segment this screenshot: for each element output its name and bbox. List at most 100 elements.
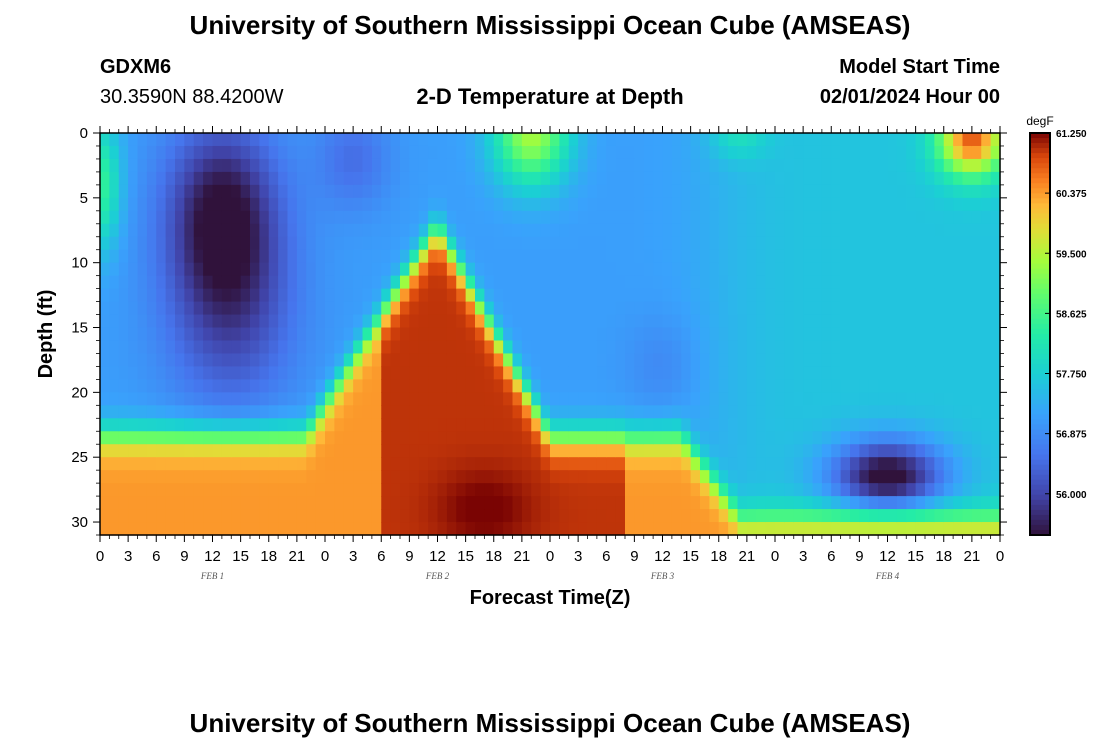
heatmap-cell (550, 379, 560, 393)
heatmap-cell (343, 392, 354, 406)
heatmap-cell (737, 210, 748, 225)
heatmap-cell (128, 496, 139, 510)
heatmap-cell (887, 327, 898, 342)
heatmap-cell (746, 405, 757, 419)
heatmap-cell (934, 366, 945, 380)
heatmap-cell (137, 288, 148, 303)
heatmap-cell (615, 171, 626, 186)
heatmap-cell (671, 236, 682, 251)
heatmap-cell (690, 327, 701, 342)
heatmap-cell (212, 158, 223, 173)
heatmap-cell (240, 509, 251, 523)
heatmap-cell (831, 262, 842, 277)
heatmap-cell (681, 210, 692, 225)
heatmap-cell (615, 158, 626, 173)
heatmap-cell (128, 301, 139, 316)
heatmap-cell (559, 184, 570, 199)
heatmap-cell (240, 171, 251, 186)
heatmap-cell (362, 457, 373, 471)
heatmap-cell (446, 158, 457, 173)
heatmap-cell (615, 197, 626, 212)
heatmap-cell (362, 522, 373, 536)
heatmap-cell (737, 340, 748, 355)
heatmap-cell (315, 275, 326, 290)
heatmap-cell (156, 184, 167, 199)
heatmap-cell (596, 418, 607, 432)
heatmap-cell (662, 210, 673, 225)
heatmap-cell (353, 249, 364, 264)
heatmap-cell (896, 340, 907, 355)
heatmap-cell (531, 145, 542, 160)
heatmap-cell (362, 366, 373, 380)
heatmap-cell (475, 236, 485, 251)
heatmap-cell (587, 301, 598, 316)
heatmap-cell (409, 392, 420, 406)
heatmap-cell (990, 210, 1001, 225)
heatmap-cell (221, 262, 232, 277)
heatmap-cell (306, 236, 317, 251)
heatmap-cell (371, 262, 382, 277)
heatmap-cell (709, 392, 720, 406)
heatmap-cell (296, 444, 307, 458)
heatmap-cell (306, 184, 317, 199)
heatmap-cell (578, 133, 589, 147)
heatmap-cell (240, 288, 251, 303)
heatmap-cell (437, 496, 448, 510)
heatmap-cell (559, 301, 570, 316)
heatmap-cell (212, 223, 223, 238)
heatmap-cell (971, 301, 982, 316)
heatmap-cell (784, 197, 795, 212)
heatmap-cell (512, 223, 523, 238)
heatmap-cell (418, 483, 429, 497)
heatmap-cell (428, 496, 439, 510)
heatmap-cell (400, 470, 410, 484)
heatmap-cell (268, 418, 279, 432)
heatmap-cell (428, 314, 439, 329)
heatmap-cell (400, 431, 410, 445)
heatmap-cell (353, 392, 364, 406)
heatmap-cell (812, 301, 823, 316)
heatmap-cell (184, 236, 195, 251)
heatmap-cell (746, 457, 757, 471)
heatmap-cell (971, 236, 982, 251)
heatmap-cell (428, 133, 439, 147)
heatmap-cell (250, 210, 260, 225)
heatmap-cell (362, 405, 373, 419)
heatmap-cell (475, 379, 485, 393)
heatmap-cell (746, 509, 757, 523)
heatmap-cell (990, 457, 1001, 471)
heatmap-cell (868, 405, 879, 419)
heatmap-cell (925, 171, 935, 186)
colorbar-segment (1030, 138, 1050, 144)
heatmap-cell (221, 249, 232, 264)
heatmap-cell (840, 509, 851, 523)
heatmap-cell (343, 275, 354, 290)
heatmap-cell (475, 249, 485, 264)
heatmap-cell (831, 184, 842, 199)
heatmap-cell (259, 275, 270, 290)
heatmap-cell (475, 133, 485, 147)
heatmap-cell (840, 288, 851, 303)
heatmap-cell (587, 483, 598, 497)
heatmap-cell (334, 509, 345, 523)
heatmap-cell (943, 483, 954, 497)
heatmap-cell (184, 145, 195, 160)
heatmap-cell (146, 210, 157, 225)
heatmap-cell (475, 392, 485, 406)
station-coordinates: 30.3590N 88.4200W (100, 86, 284, 108)
heatmap-cell (446, 353, 457, 368)
heatmap-cell (990, 340, 1001, 355)
x-tick-label: 12 (429, 548, 446, 565)
heatmap-cell (296, 171, 307, 186)
heatmap-cell (521, 262, 532, 277)
heatmap-cell (559, 340, 570, 355)
heatmap-cell (371, 457, 382, 471)
heatmap-cell (203, 392, 214, 406)
heatmap-cell (250, 392, 260, 406)
heatmap-cell (690, 444, 701, 458)
heatmap-cell (306, 470, 317, 484)
heatmap-cell (550, 340, 560, 355)
heatmap-cell (296, 392, 307, 406)
heatmap-cell (184, 431, 195, 445)
heatmap-cell (540, 418, 551, 432)
